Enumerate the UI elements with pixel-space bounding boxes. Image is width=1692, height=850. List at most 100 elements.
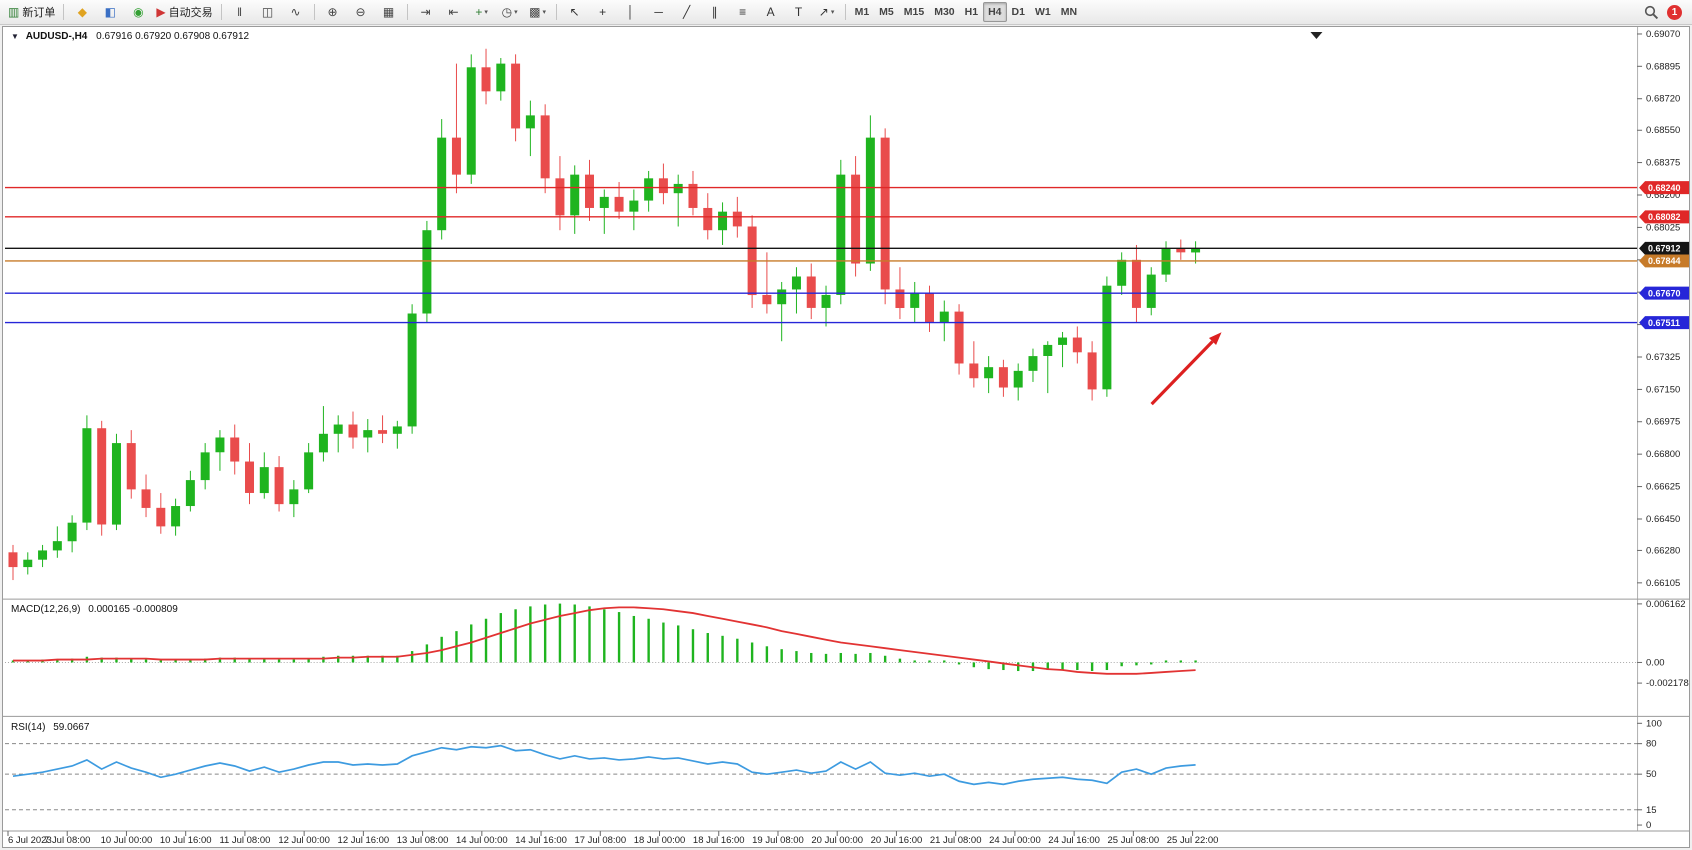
period-icon: ◷ — [501, 5, 513, 19]
svg-text:0.006162: 0.006162 — [1646, 599, 1686, 610]
add-indicator-button[interactable]: + ▾ — [468, 1, 496, 23]
chart-shift-button[interactable]: ⇤ — [440, 1, 468, 23]
zoom-group: ⊕ ⊖ ▦ — [319, 1, 403, 23]
svg-text:80: 80 — [1646, 739, 1657, 750]
macd-header: MACD(12,26,9) 0.000165 -0.000809 — [11, 604, 178, 615]
text-button[interactable]: A — [757, 1, 785, 23]
autotrading-button[interactable]: ▶ 自动交易 — [152, 1, 216, 23]
toolbar-separator — [220, 4, 222, 20]
macd-values: 0.000165 -0.000809 — [88, 604, 178, 615]
crosshair-button[interactable]: + — [589, 1, 617, 23]
horizontal-line-icon: ─ — [654, 5, 663, 19]
zoom-in-icon: ⊕ — [327, 5, 338, 19]
svg-text:0.66105: 0.66105 — [1646, 578, 1680, 589]
auto-scroll-icon: ⇥ — [420, 5, 431, 19]
timeframe-button-m5[interactable]: M5 — [879, 6, 894, 18]
svg-text:19 Jul 08:00: 19 Jul 08:00 — [752, 835, 804, 846]
chevron-down-icon: ▾ — [514, 9, 518, 16]
line-chart-icon: ∿ — [290, 5, 301, 19]
timeframe-button-m15[interactable]: M15 — [903, 6, 925, 18]
macd-label: MACD(12,26,9) — [11, 604, 81, 615]
toolbar-separator — [63, 4, 65, 20]
ohlc-values: 0.67916 0.67920 0.67908 0.67912 — [96, 31, 250, 42]
horizontal-line-button[interactable]: ─ — [645, 1, 673, 23]
timeframe-button-h1[interactable]: H1 — [964, 6, 979, 18]
svg-text:25 Jul 22:00: 25 Jul 22:00 — [1167, 835, 1219, 846]
toolbar-separator — [555, 4, 557, 20]
svg-text:0.66450: 0.66450 — [1646, 514, 1680, 525]
svg-text:0.68375: 0.68375 — [1646, 158, 1680, 169]
svg-text:20 Jul 00:00: 20 Jul 00:00 — [811, 835, 863, 846]
svg-text:14 Jul 00:00: 14 Jul 00:00 — [456, 835, 508, 846]
timeframe-button-m1[interactable]: M1 — [854, 6, 870, 18]
svg-text:0.68200: 0.68200 — [1646, 190, 1680, 201]
chart-shift-icon: ⇤ — [448, 5, 459, 19]
svg-text:14 Jul 16:00: 14 Jul 16:00 — [515, 835, 567, 846]
timeframe-button-m30[interactable]: M30 — [934, 6, 955, 18]
svg-text:11 Jul 08:00: 11 Jul 08:00 — [219, 835, 270, 846]
template-button[interactable]: ▩ ▾ — [524, 1, 552, 23]
notification-badge[interactable]: 1 — [1667, 4, 1682, 20]
candlestick-chart-icon: ◫ — [261, 5, 274, 19]
new-order-button[interactable]: ▥ 新订单 — [4, 1, 59, 23]
svg-text:0.68082: 0.68082 — [1648, 212, 1680, 222]
svg-text:0.67912: 0.67912 — [1648, 244, 1680, 254]
price-chart[interactable]: 0.69070 0.68895 0.68720 0.68550 0.68375 0.682… — [3, 27, 1689, 847]
trendline-icon: ╱ — [682, 5, 691, 19]
channel-button[interactable]: ∥ — [701, 1, 729, 23]
chevron-down-icon: ▾ — [830, 9, 835, 16]
svg-text:0.67150: 0.67150 — [1646, 384, 1680, 395]
toolbar-separator — [313, 4, 315, 20]
macd-panel: 0.006162 0.00 -0.002178 — [4, 599, 1689, 689]
svg-text:25 Jul 08:00: 25 Jul 08:00 — [1108, 835, 1160, 846]
rsi-header: RSI(14) 59.0667 — [11, 722, 89, 733]
apps-group: ◆ ◧ ◉ ▶ 自动交易 — [68, 1, 216, 23]
cursor-button[interactable]: ↖ — [561, 1, 589, 23]
one-click-trading-collapse-icon[interactable]: ▼ — [11, 32, 19, 41]
chart-type-group: ‖ ◫ ∿ — [226, 1, 310, 23]
timeframe-button-mn[interactable]: MN — [1060, 6, 1078, 18]
timeframe-group: M1 M5 M15 M30 H1 H4 D1 W1 MN — [850, 2, 1082, 22]
search-icon[interactable] — [1644, 5, 1659, 20]
chevron-down-icon: ▾ — [484, 9, 488, 16]
bar-chart-button[interactable]: ‖ — [226, 1, 254, 23]
toolbar-right: 1 — [1644, 4, 1692, 20]
timeframe-button-w1[interactable]: W1 — [1034, 6, 1051, 18]
period-button[interactable]: ◷ ▾ — [496, 1, 524, 23]
price-tag-0.67511 — [1639, 316, 1689, 330]
timeframe-button-d1[interactable]: D1 — [1011, 6, 1025, 18]
timeframe-button-h4[interactable]: H4 — [983, 2, 1007, 22]
shapes-button[interactable]: ↗ ▾ — [813, 1, 841, 23]
fibonacci-button[interactable]: ≡ — [729, 1, 757, 23]
svg-text:-0.002178: -0.002178 — [1646, 678, 1689, 689]
autotrading-icon: ▶ — [156, 5, 166, 19]
chart-shift-marker[interactable] — [1310, 31, 1323, 39]
svg-text:0.67511: 0.67511 — [1648, 318, 1680, 328]
zoom-in-button[interactable]: ⊕ — [319, 1, 347, 23]
candlestick-chart-button[interactable]: ◫ — [254, 1, 282, 23]
market-watch-icon: ◧ — [104, 5, 117, 19]
trendline-button[interactable]: ╱ — [673, 1, 701, 23]
scroll-group: ⇥ ⇤ + ▾ ◷ ▾ ▩ ▾ — [412, 1, 552, 23]
market-watch-button[interactable]: ◧ — [96, 1, 124, 23]
trend-arrow[interactable] — [1150, 340, 1214, 406]
svg-text:0.66625: 0.66625 — [1646, 482, 1680, 493]
auto-scroll-button[interactable]: ⇥ — [412, 1, 440, 23]
order-group: ▥ 新订单 — [4, 1, 59, 23]
zoom-out-button[interactable]: ⊖ — [347, 1, 375, 23]
vertical-line-button[interactable]: │ — [617, 1, 645, 23]
price-axis: 0.69070 0.68895 0.68720 0.68550 0.68375 0.682… — [1637, 29, 1680, 589]
line-chart-button[interactable]: ∿ — [282, 1, 310, 23]
svg-text:10 Jul 00:00: 10 Jul 00:00 — [101, 835, 153, 846]
main-toolbar: ▥ 新订单 ◆ ◧ ◉ ▶ 自动交易 ‖ ◫ ∿ ⊕ ⊖ ▦ ⇥ ⇤ + ▾ ◷ ▾ ▩ ▾ ↖ + │ ─ ╱ ∥ ≡ A T ↗ ▾ M1 M… — [0, 0, 1692, 25]
metaeditor-button[interactable]: ◆ — [68, 1, 96, 23]
symbol-period-label: AUDUSD-,H4 — [25, 31, 88, 42]
svg-text:0: 0 — [1646, 820, 1651, 831]
rsi-label: RSI(14) — [11, 722, 46, 733]
community-button[interactable]: ◉ — [124, 1, 152, 23]
svg-text:0.66280: 0.66280 — [1646, 545, 1680, 556]
tile-windows-button[interactable]: ▦ — [375, 1, 403, 23]
template-icon: ▩ — [529, 5, 541, 19]
text-label-button[interactable]: T — [785, 1, 813, 23]
